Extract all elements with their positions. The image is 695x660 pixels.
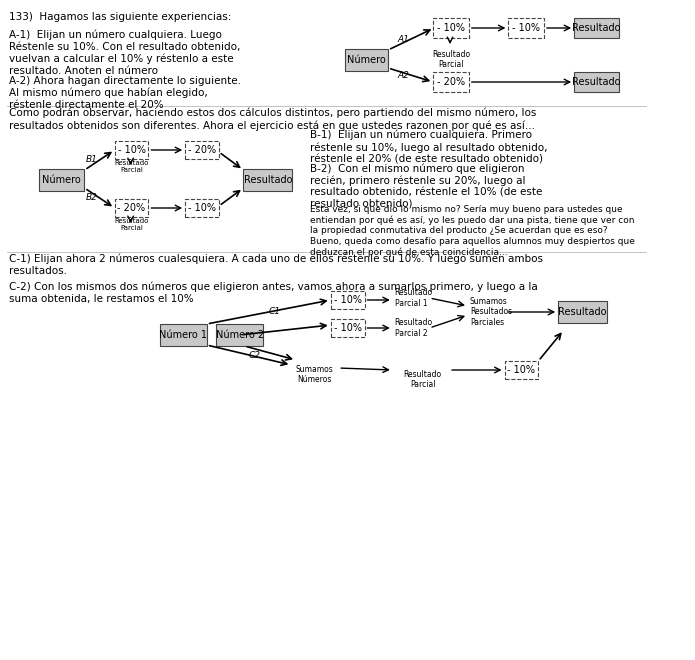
Text: - 20%: - 20% — [117, 203, 145, 213]
Text: A2: A2 — [397, 71, 409, 79]
FancyBboxPatch shape — [574, 18, 619, 38]
Text: - 10%: - 10% — [188, 203, 216, 213]
Text: C1: C1 — [268, 308, 280, 317]
Text: Resultado
Parcial 1: Resultado Parcial 1 — [395, 288, 433, 308]
Text: Número: Número — [347, 55, 386, 65]
FancyBboxPatch shape — [558, 301, 607, 323]
FancyBboxPatch shape — [574, 72, 619, 92]
Text: B-1)  Elijan un número cualquiera. Primero
réstenle su 10%, luego al resultado o: B-1) Elijan un número cualquiera. Primer… — [310, 130, 548, 164]
FancyBboxPatch shape — [38, 169, 83, 191]
Text: Sumamos
Resultados
Parciales: Sumamos Resultados Parciales — [470, 297, 512, 327]
Text: - 10%: - 10% — [117, 145, 145, 155]
Text: B-2)  Con el mismo número que eligieron
recién, primero réstenle su 20%, luego a: B-2) Con el mismo número que eligieron r… — [310, 163, 542, 209]
Text: A-2) Ahora hagan directamente lo siguiente.
Al mismo número que habían elegido,
: A-2) Ahora hagan directamente lo siguien… — [10, 76, 241, 110]
Text: - 10%: - 10% — [334, 295, 361, 305]
Text: Resultado
Parcial: Resultado Parcial — [115, 218, 149, 231]
Text: Resultado
Parcial: Resultado Parcial — [432, 50, 470, 69]
FancyBboxPatch shape — [331, 291, 365, 309]
Text: C-2) Con los mismos dos números que eligieron antes, vamos ahora a sumarlos prim: C-2) Con los mismos dos números que elig… — [10, 282, 538, 304]
Text: Resultado: Resultado — [573, 77, 621, 87]
Text: Resultado
Parcial 2: Resultado Parcial 2 — [395, 318, 433, 338]
Text: Esta vez, si que dio lo mismo no? Sería muy bueno para ustedes que
entiendan por: Esta vez, si que dio lo mismo no? Sería … — [310, 205, 635, 257]
Text: C2: C2 — [249, 350, 261, 360]
FancyBboxPatch shape — [115, 141, 149, 159]
Text: - 10%: - 10% — [512, 23, 540, 33]
FancyBboxPatch shape — [331, 319, 365, 337]
Text: A-1)  Elijan un número cualquiera. Luego
Réstenle su 10%. Con el resultado obten: A-1) Elijan un número cualquiera. Luego … — [10, 30, 240, 76]
Text: Resultado
Parcial: Resultado Parcial — [404, 370, 442, 389]
Text: Resultado: Resultado — [558, 307, 607, 317]
Text: - 20%: - 20% — [437, 77, 465, 87]
Text: Sumamos
Números: Sumamos Números — [296, 365, 334, 384]
Text: - 10%: - 10% — [507, 365, 535, 375]
Text: - 10%: - 10% — [334, 323, 361, 333]
FancyBboxPatch shape — [345, 49, 388, 71]
Text: - 10%: - 10% — [437, 23, 465, 33]
FancyBboxPatch shape — [505, 361, 539, 379]
Text: C-1) Elijan ahora 2 números cualesquiera. A cada uno de ellos réstenle su 10%. Y: C-1) Elijan ahora 2 números cualesquiera… — [10, 254, 543, 276]
FancyBboxPatch shape — [433, 18, 469, 38]
FancyBboxPatch shape — [216, 324, 263, 346]
Text: B1: B1 — [86, 156, 98, 164]
FancyBboxPatch shape — [160, 324, 206, 346]
FancyBboxPatch shape — [185, 199, 219, 217]
FancyBboxPatch shape — [508, 18, 544, 38]
Text: Resultado: Resultado — [243, 175, 292, 185]
Text: A1: A1 — [398, 34, 409, 44]
Text: Número 1: Número 1 — [159, 330, 207, 340]
Text: B2: B2 — [86, 193, 98, 203]
Text: Resultado: Resultado — [573, 23, 621, 33]
Text: Número 2: Número 2 — [215, 330, 263, 340]
Text: 133)  Hagamos las siguiente experiencias:: 133) Hagamos las siguiente experiencias: — [10, 12, 231, 22]
Text: - 20%: - 20% — [188, 145, 216, 155]
Text: Como podrán observar, haciendo estos dos cálculos distintos, pero partiendo del : Como podrán observar, haciendo estos dos… — [10, 108, 537, 131]
FancyBboxPatch shape — [433, 72, 469, 92]
FancyBboxPatch shape — [185, 141, 219, 159]
Text: Resultado
Parcial: Resultado Parcial — [115, 160, 149, 173]
FancyBboxPatch shape — [115, 199, 149, 217]
Text: Número: Número — [42, 175, 81, 185]
FancyBboxPatch shape — [243, 169, 292, 191]
